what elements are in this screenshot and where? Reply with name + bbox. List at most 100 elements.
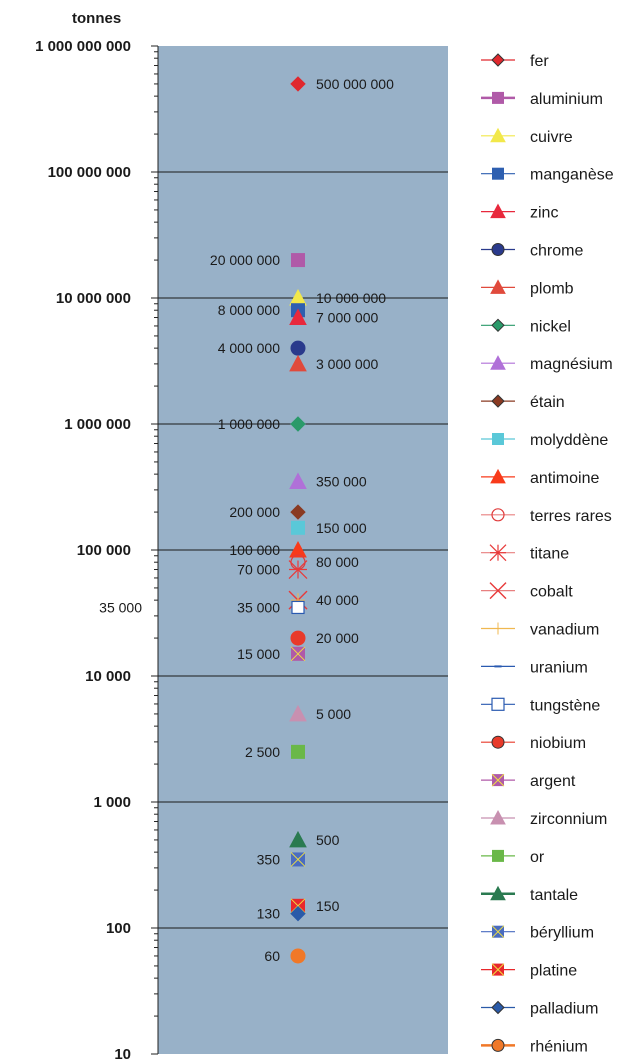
legend-item-niobium: niobium bbox=[481, 735, 586, 752]
marker-titane bbox=[288, 560, 308, 579]
data-label: 5 000 bbox=[316, 706, 351, 722]
legend-item-rhenium: rhénium bbox=[481, 1038, 588, 1055]
legend-item-magnesium: magnésium bbox=[481, 355, 613, 373]
legend-label: molyddène bbox=[530, 432, 608, 449]
legend-label: cuivre bbox=[530, 129, 573, 146]
legend-label: rhénium bbox=[530, 1038, 588, 1055]
legend-item-nickel: nickel bbox=[481, 318, 571, 335]
legend-marker bbox=[491, 243, 505, 256]
legend-item-aluminium: aluminium bbox=[481, 91, 603, 108]
legend-label: aluminium bbox=[530, 91, 603, 108]
legend-label: chrome bbox=[530, 243, 583, 260]
legend-item-uranium: uranium bbox=[481, 659, 588, 676]
legend-label: zirconnium bbox=[530, 811, 607, 828]
legend-marker bbox=[490, 127, 506, 143]
legend-label: antimoine bbox=[530, 470, 599, 487]
y-tick-label: 10 000 bbox=[85, 668, 131, 685]
legend-marker bbox=[491, 318, 505, 333]
data-markers bbox=[288, 76, 308, 964]
legend-item-fer: fer bbox=[481, 53, 549, 70]
legend-item-plomb: plomb bbox=[481, 279, 574, 297]
marker-nickel bbox=[290, 416, 306, 432]
y-tick-label: 1 000 000 bbox=[64, 416, 131, 433]
data-label: 150 bbox=[316, 898, 340, 914]
y-tick-label: 100 000 000 bbox=[48, 164, 131, 181]
y-axis-ticks: 1 000 000 000 100 000 000 10 000 000 1 000 … bbox=[35, 38, 158, 1063]
legend-marker bbox=[491, 508, 505, 522]
legend-label: niobium bbox=[530, 735, 586, 752]
legend-marker bbox=[491, 53, 505, 67]
marker-zirconnium bbox=[289, 704, 307, 722]
legend-label: vanadium bbox=[530, 622, 599, 639]
legend-label: platine bbox=[530, 963, 577, 980]
legend-label: tantale bbox=[530, 887, 578, 904]
legend-marker bbox=[490, 809, 506, 825]
data-labels: 500 000 000 20 000 000 10 000 000 8 000 000… bbox=[99, 76, 394, 964]
data-label: 7 000 000 bbox=[316, 310, 378, 326]
data-label: 130 bbox=[257, 906, 281, 922]
legend-label: palladium bbox=[530, 1001, 598, 1018]
legend-item-etain: étain bbox=[481, 394, 565, 411]
legend-label: or bbox=[530, 849, 545, 866]
marker-platine bbox=[290, 898, 306, 914]
legend-label: cobalt bbox=[530, 584, 573, 601]
marker-tungstene bbox=[291, 600, 305, 615]
legend-item-tantale: tantale bbox=[481, 885, 578, 904]
legend-item-beryllium: béryllium bbox=[481, 925, 594, 942]
y-tick-label: 1 000 bbox=[93, 794, 131, 811]
legend-marker bbox=[489, 582, 507, 600]
marker-etain bbox=[290, 504, 306, 520]
legend-item-palladium: palladium bbox=[481, 1001, 598, 1018]
legend-label: manganèse bbox=[530, 167, 614, 184]
data-label: 15 000 bbox=[237, 646, 280, 662]
y-tick-label: 10 000 000 bbox=[56, 290, 131, 307]
legend-label: béryllium bbox=[530, 925, 594, 942]
marker-chrome bbox=[290, 340, 306, 356]
marker-niobium bbox=[290, 630, 306, 646]
legend-label: tungstène bbox=[530, 697, 600, 714]
legend-item-chrome: chrome bbox=[481, 243, 583, 260]
legend-label: magnésium bbox=[530, 356, 613, 373]
legend-marker bbox=[489, 544, 507, 562]
legend-label: titane bbox=[530, 546, 569, 563]
legend: fer aluminium cuivre manganèse zinc chrome plo… bbox=[481, 53, 614, 1055]
legend-item-terres-rares: terres rares bbox=[481, 508, 612, 525]
data-label: 70 000 bbox=[237, 562, 280, 578]
legend-marker bbox=[491, 394, 505, 408]
y-axis-unit-label: tonnes bbox=[72, 10, 121, 27]
marker-beryllium bbox=[290, 852, 306, 867]
legend-marker bbox=[492, 849, 504, 862]
legend-marker bbox=[491, 697, 505, 711]
data-label: 1 000 000 bbox=[218, 416, 280, 432]
legend-item-zirconnium: zirconnium bbox=[481, 809, 607, 828]
legend-label: uranium bbox=[530, 659, 588, 676]
legend-marker bbox=[490, 885, 506, 901]
marker-magnesium bbox=[289, 472, 307, 489]
legend-marker bbox=[490, 468, 506, 484]
data-label: 80 000 bbox=[316, 554, 359, 570]
legend-marker bbox=[492, 167, 504, 180]
data-label: 100 000 bbox=[229, 542, 280, 558]
legend-item-vanadium: vanadium bbox=[481, 622, 599, 639]
legend-marker bbox=[491, 963, 505, 976]
data-label: 60 bbox=[264, 948, 280, 964]
legend-label: étain bbox=[530, 394, 565, 411]
marker-rhenium bbox=[290, 948, 306, 964]
data-label: 8 000 000 bbox=[218, 302, 280, 318]
legend-item-cobalt: cobalt bbox=[481, 582, 573, 601]
legend-label: plomb bbox=[530, 280, 574, 297]
data-label: 350 000 bbox=[316, 473, 367, 489]
marker-argent bbox=[290, 646, 306, 662]
legend-label: fer bbox=[530, 53, 549, 70]
legend-marker bbox=[491, 925, 505, 939]
legend-marker bbox=[491, 1000, 505, 1015]
legend-item-platine: platine bbox=[481, 963, 577, 980]
legend-marker bbox=[492, 622, 504, 635]
legend-marker bbox=[491, 1038, 505, 1052]
data-label: 35 000 bbox=[237, 599, 280, 615]
data-label: 200 000 bbox=[229, 504, 280, 520]
data-label: 350 bbox=[257, 851, 281, 867]
marker-or bbox=[291, 744, 305, 759]
legend-marker bbox=[492, 91, 504, 104]
marker-antimoine bbox=[289, 540, 307, 558]
